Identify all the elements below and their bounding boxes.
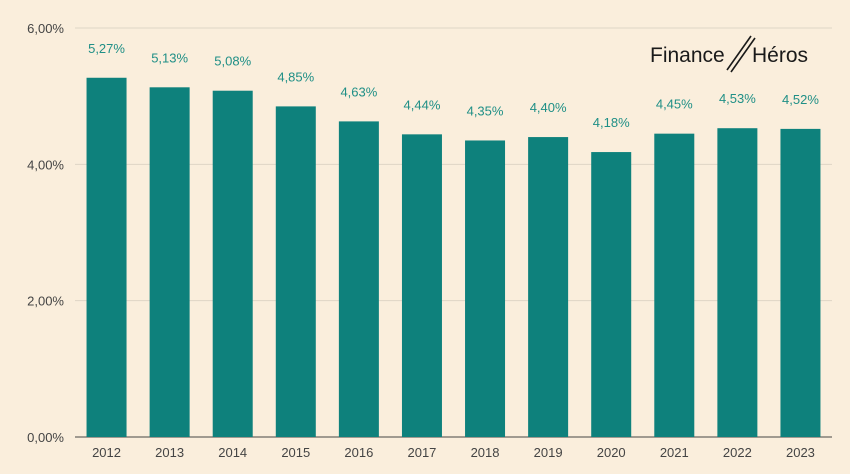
bar-2018 [465, 140, 506, 437]
gridlines [75, 27, 832, 438]
data-label: 4,44% [404, 97, 441, 112]
y-tick-labels: 0,00% 2,00% 4,00% 6,00% [27, 21, 64, 445]
x-tick-label: 2019 [534, 445, 563, 460]
x-tick-label: 2022 [723, 445, 752, 460]
bar-2021 [654, 133, 695, 438]
data-label: 4,85% [277, 69, 314, 84]
x-tick-label: 2012 [92, 445, 121, 460]
x-tick-label: 2014 [218, 445, 247, 460]
bar-2012 [86, 77, 127, 438]
logo-slash [730, 37, 756, 73]
y-tick-label: 4,00% [27, 157, 64, 172]
y-tick-label: 0,00% [27, 430, 64, 445]
data-label: 4,52% [782, 92, 819, 107]
data-label: 4,45% [656, 97, 693, 112]
x-tick-label: 2023 [786, 445, 815, 460]
x-tick-label: 2018 [471, 445, 500, 460]
x-tick-labels: 2012 2013 2014 2015 2016 2017 2018 2019 2020 2021… [92, 445, 815, 460]
data-label: 4,63% [340, 84, 377, 99]
x-tick-label: 2021 [660, 445, 689, 460]
data-label: 5,08% [214, 54, 251, 69]
data-label: 4,40% [530, 100, 567, 115]
bar-2020 [591, 152, 632, 437]
logo-slash [726, 35, 752, 71]
bar-2017 [401, 134, 442, 437]
data-label: 5,13% [151, 50, 188, 65]
bar-2019 [528, 137, 569, 438]
x-tick-label: 2020 [597, 445, 626, 460]
x-tick-label: 2013 [155, 445, 184, 460]
data-label: 4,35% [467, 103, 504, 118]
x-tick-label: 2015 [281, 445, 310, 460]
data-labels: 5,27% 5,13% 5,08% 4,85% 4,63% 4,44% 4,35% 4,40%… [88, 41, 819, 130]
bars [86, 77, 821, 438]
y-tick-label: 6,00% [27, 21, 64, 36]
logo-text-left: Finance [650, 44, 725, 67]
bar-2022 [717, 128, 758, 437]
logo: Finance Héros [650, 35, 808, 73]
x-tick-label: 2017 [407, 445, 436, 460]
data-label: 4,53% [719, 91, 756, 106]
bar-2014 [212, 90, 253, 438]
bar-2015 [275, 106, 316, 438]
data-label: 5,27% [88, 41, 125, 56]
bar-2013 [149, 87, 190, 438]
y-tick-label: 2,00% [27, 294, 64, 309]
logo-text-right: Héros [752, 44, 808, 67]
bar-2023 [780, 128, 821, 438]
data-label: 4,18% [593, 115, 630, 130]
bar-2016 [338, 121, 379, 437]
x-tick-label: 2016 [344, 445, 373, 460]
